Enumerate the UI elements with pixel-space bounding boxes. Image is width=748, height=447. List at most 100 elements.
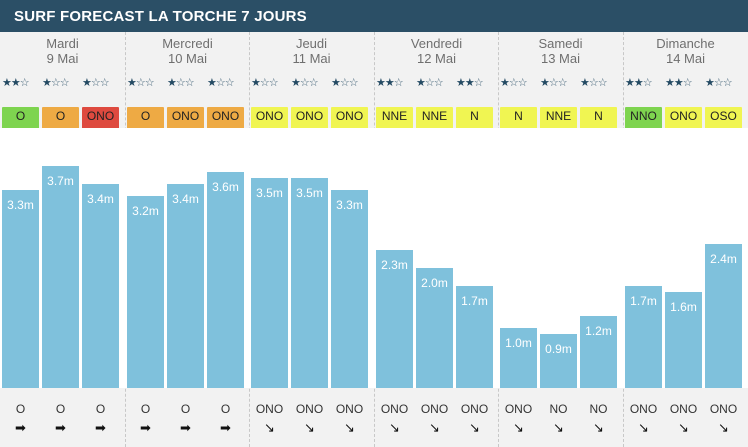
wave-height-label: 3.4m: [172, 192, 199, 206]
wave-height-label: 1.7m: [630, 294, 657, 308]
star-empty-icon: ☆: [557, 77, 568, 89]
star-rating: ★☆☆: [167, 77, 195, 89]
wind-direction-label: ONO: [335, 109, 364, 123]
star-empty-icon: ☆: [99, 77, 110, 89]
wave-height-label: 3.6m: [212, 180, 239, 194]
star-filled-icon: ★: [331, 77, 341, 89]
swell-arrow-icon: ↘: [513, 420, 524, 435]
star-empty-icon: ☆: [19, 77, 30, 89]
day-name: Samedi: [538, 36, 583, 51]
wind-direction-label: O: [55, 109, 66, 123]
swell-direction-label: O: [95, 402, 106, 416]
swell-arrow-icon: ➡: [220, 420, 231, 435]
day-header: Mercredi 10 Mai: [125, 36, 250, 66]
star-empty-icon: ☆: [339, 77, 350, 89]
star-filled-icon: ★: [580, 77, 590, 89]
star-filled-icon: ★: [625, 77, 635, 89]
star-empty-icon: ☆: [215, 77, 226, 89]
wave-height-chart: 3.3m 3.7m 3.4m 3.2m 3.4m 3.6m 3.5m 3.5m 3.3m 2.3m…: [0, 128, 748, 388]
star-filled-icon: ★: [673, 77, 684, 89]
star-empty-icon: ☆: [259, 77, 270, 89]
star-filled-icon: ★: [10, 77, 21, 89]
star-empty-icon: ☆: [175, 77, 186, 89]
swell-arrow-icon: ↘: [429, 420, 440, 435]
swell-direction-label: ONO: [335, 402, 364, 416]
wave-height-bar: [42, 166, 79, 388]
swell-direction-label: O: [220, 402, 231, 416]
star-empty-icon: ☆: [90, 77, 101, 89]
star-filled-icon: ★: [251, 77, 261, 89]
star-filled-icon: ★: [42, 77, 52, 89]
swell-arrow-icon: ➡: [55, 420, 66, 435]
wave-height-bar: [291, 178, 328, 388]
page-title: SURF FORECAST LA TORCHE 7 JOURS: [14, 8, 307, 25]
star-filled-icon: ★: [384, 77, 395, 89]
wave-height-bar: [500, 328, 537, 388]
star-empty-icon: ☆: [135, 77, 146, 89]
star-filled-icon: ★: [633, 77, 644, 89]
swell-direction: O ➡: [42, 402, 79, 435]
star-empty-icon: ☆: [473, 77, 484, 89]
wave-height-bar: [127, 196, 164, 388]
star-rating: ★★☆: [625, 77, 653, 89]
wave-height-bar: [456, 286, 493, 388]
swell-arrow-icon: ↘: [638, 420, 649, 435]
swell-direction-label: ONO: [504, 402, 533, 416]
swell-arrow-icon: ↘: [678, 420, 689, 435]
wind-direction-label: ONO: [669, 109, 698, 123]
wave-height-label: 2.0m: [421, 276, 448, 290]
star-rating: ★★☆: [456, 77, 484, 89]
wind-direction-label: ONO: [86, 109, 115, 123]
wave-height-bar: [580, 316, 617, 388]
swell-arrow-icon: ➡: [15, 420, 26, 435]
wind-direction-label: ONO: [171, 109, 200, 123]
swell-arrow-icon: ➡: [180, 420, 191, 435]
swell-arrow-icon: ↘: [304, 420, 315, 435]
swell-arrow-icon: ➡: [95, 420, 106, 435]
wave-height-label: 3.3m: [7, 198, 34, 212]
swell-arrow-icon: ↘: [389, 420, 400, 435]
star-filled-icon: ★: [127, 77, 137, 89]
wave-height-label: 1.6m: [670, 300, 697, 314]
wave-height-bar: [625, 286, 662, 388]
swell-direction: ONO ↘: [291, 402, 328, 435]
day-header: Mardi 9 Mai: [0, 36, 125, 66]
star-empty-icon: ☆: [588, 77, 599, 89]
star-empty-icon: ☆: [722, 77, 733, 89]
wave-height-label: 0.9m: [545, 342, 572, 356]
swell-direction-label: ONO: [460, 402, 489, 416]
star-rating: ★☆☆: [500, 77, 528, 89]
swell-direction: ONO ↘: [331, 402, 368, 435]
day-name: Mercredi: [162, 36, 213, 51]
day-name: Vendredi: [410, 36, 463, 51]
star-rating: ★☆☆: [416, 77, 444, 89]
star-empty-icon: ☆: [517, 77, 528, 89]
wind-direction-label: NNE: [421, 109, 448, 123]
star-rating: ★☆☆: [331, 77, 359, 89]
wave-height-bar: [331, 190, 368, 388]
swell-direction-label: O: [180, 402, 191, 416]
star-empty-icon: ☆: [682, 77, 693, 89]
wave-height-label: 1.0m: [505, 336, 532, 350]
star-filled-icon: ★: [207, 77, 217, 89]
swell-direction-label: ONO: [669, 402, 698, 416]
swell-direction-label: ONO: [295, 402, 324, 416]
swell-direction-label: ONO: [709, 402, 738, 416]
swell-direction: ONO ↘: [251, 402, 288, 435]
day-name: Dimanche: [656, 36, 715, 51]
star-empty-icon: ☆: [713, 77, 724, 89]
wave-height-label: 1.7m: [461, 294, 488, 308]
star-filled-icon: ★: [376, 77, 386, 89]
star-rating: ★★☆: [2, 77, 30, 89]
swell-direction: O ➡: [207, 402, 244, 435]
swell-direction: O ➡: [2, 402, 39, 435]
swell-direction: ONO ↘: [500, 402, 537, 435]
wind-direction-label: N: [470, 109, 479, 123]
wave-height-label: 1.2m: [585, 324, 612, 338]
swell-direction: ONO ↘: [705, 402, 742, 435]
star-filled-icon: ★: [82, 77, 92, 89]
star-filled-icon: ★: [464, 77, 475, 89]
day-name: Mardi: [46, 36, 79, 51]
swell-direction: ONO ↘: [416, 402, 453, 435]
star-rating: ★☆☆: [207, 77, 235, 89]
